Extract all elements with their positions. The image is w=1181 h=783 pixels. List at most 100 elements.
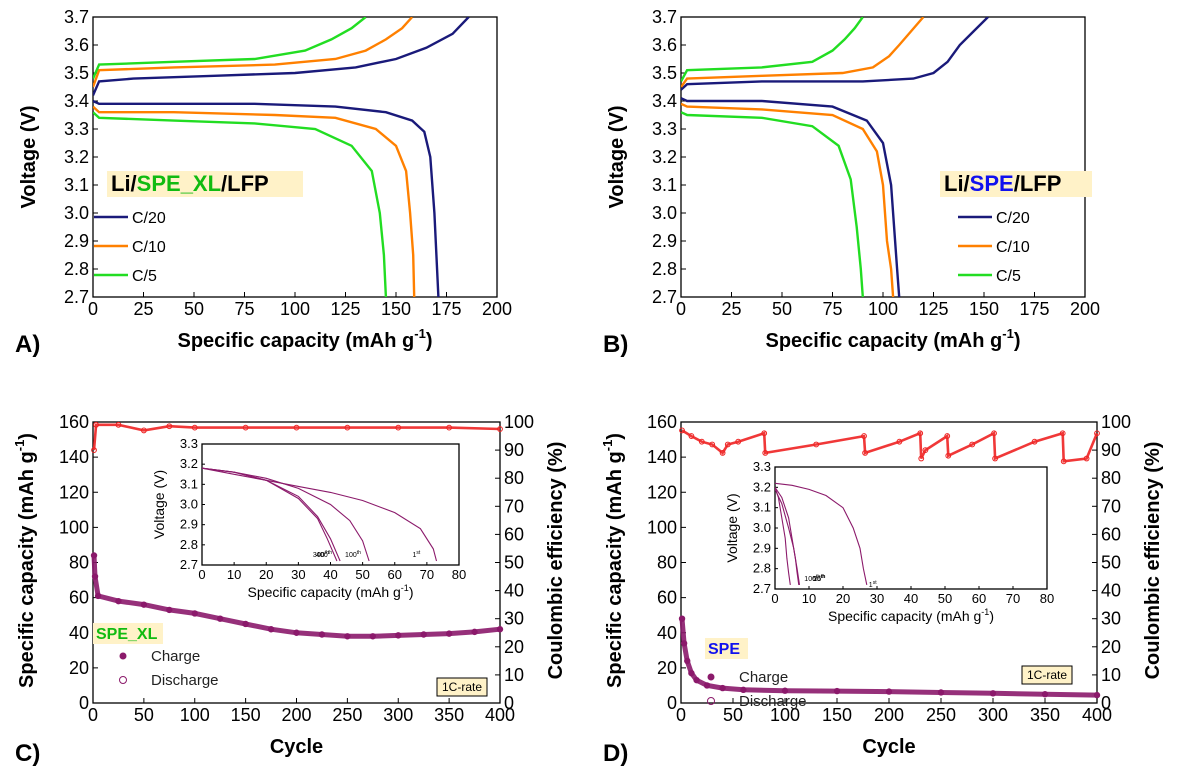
efficiency-trace xyxy=(681,429,1099,463)
x-tick-label: 75 xyxy=(822,299,842,319)
x-tick-label: 40 xyxy=(323,567,337,582)
inset-curve-25th xyxy=(775,489,801,585)
inset-cycle-number: 25 xyxy=(813,576,821,583)
x-tick-label: 0 xyxy=(88,299,98,319)
inset-cycle-annotation: 25th xyxy=(813,574,825,583)
inset-y-axis-label: Voltage (V) xyxy=(151,470,167,539)
x-tick-label: 70 xyxy=(420,567,434,582)
inset-cycle-annotation: 300th xyxy=(313,550,329,559)
legend-charge-marker xyxy=(707,673,715,681)
legend-discharge-label: Discharge xyxy=(739,693,807,710)
inset-cycle-number: 100 xyxy=(345,552,357,559)
x-axis-label-sup: -1 xyxy=(1002,326,1014,341)
x-tick-label: 50 xyxy=(184,299,204,319)
inset-cycle-suffix: st xyxy=(873,580,878,586)
cycling-panel-d: 0 50 100 150 200 250 300 350 4000204060801001201… xyxy=(600,412,1164,767)
right-y-axis-label: Coulombic efficiency (%) xyxy=(1142,442,1164,680)
x-tick-label: 20 xyxy=(259,567,273,582)
panel-label: A) xyxy=(15,331,40,358)
legend-label: C/20 xyxy=(132,210,166,227)
discharge-curve-C-10 xyxy=(681,102,895,297)
y-tick-label: 3.5 xyxy=(64,63,89,83)
x-tick-label: 250 xyxy=(332,705,362,725)
right-y-tick-label: 60 xyxy=(504,524,524,544)
x-tick-label: 350 xyxy=(434,705,464,725)
x-tick-label: 40 xyxy=(904,591,918,606)
x-tick-label: 80 xyxy=(452,567,466,582)
left-y-axis-label: Specific capacity (mAh g-1) xyxy=(12,433,38,688)
y-tick-label: 3.1 xyxy=(753,500,771,515)
charge-curve-C-10 xyxy=(93,17,414,88)
inset-cycle-annotation: 100th xyxy=(804,574,820,583)
y-tick-label: 2.7 xyxy=(64,287,89,307)
right-y-tick-label: 50 xyxy=(504,553,524,573)
x-axis-label-sup: -1 xyxy=(414,326,426,341)
y-tick-label: 3.4 xyxy=(652,91,677,111)
y-tick-label: 2.9 xyxy=(652,231,677,251)
right-y-tick-label: 40 xyxy=(1101,581,1121,601)
cell-label: Li/SPE/LFP xyxy=(944,171,1061,196)
y-tick-label: 80 xyxy=(657,553,677,573)
left-y-axis-label-close: ) xyxy=(604,433,626,440)
y-tick-label: 60 xyxy=(657,588,677,608)
y-tick-label: 3.2 xyxy=(753,479,771,494)
curves xyxy=(681,17,989,297)
inset-cycle-number: 1 xyxy=(869,582,873,589)
y-tick-label: 2.8 xyxy=(652,259,677,279)
y-tick-label: 20 xyxy=(657,658,677,678)
inset-x-axis-label-sup: -1 xyxy=(981,607,989,617)
rate-box xyxy=(1021,665,1073,685)
cell-label: Li/SPE_XL/LFP xyxy=(111,171,269,196)
y-tick-label: 2.9 xyxy=(64,231,89,251)
inset-cycle-suffix: th xyxy=(328,550,332,556)
charge-curve-C-5 xyxy=(93,17,367,80)
left-y-axis-label-sup: -1 xyxy=(600,440,615,452)
legend-discharge-marker xyxy=(707,697,715,705)
x-tick-label: 175 xyxy=(431,299,461,319)
y-tick-label: 2.8 xyxy=(180,537,198,552)
x-tick-label: 200 xyxy=(874,705,904,725)
inset-curve-300th xyxy=(202,467,338,562)
x-axis-label-close: ) xyxy=(426,330,433,352)
cell-label-highlight: SPE_XL xyxy=(137,171,221,196)
x-axis-label: Specific capacity (mAh g-1) xyxy=(766,326,1021,352)
x-tick-label: 0 xyxy=(198,567,205,582)
y-tick-label: 3.2 xyxy=(64,147,89,167)
x-tick-label: 80 xyxy=(1040,591,1054,606)
x-axis-label: Specific capacity (mAh g-1) xyxy=(178,326,433,352)
y-tick-label: 3.6 xyxy=(64,35,89,55)
y-tick-label: 120 xyxy=(59,482,89,502)
right-y-tick-label: 80 xyxy=(504,468,524,488)
inset-curves xyxy=(202,467,438,562)
y-tick-label: 2.7 xyxy=(652,287,677,307)
x-tick-label: 50 xyxy=(134,705,154,725)
inset-x-axis-label-main: Specific capacity (mAh g xyxy=(828,608,981,624)
y-tick-label: 3.3 xyxy=(753,459,771,474)
inset-background xyxy=(775,467,1047,589)
curves xyxy=(93,17,470,297)
inset-cycle-number: 300 xyxy=(313,552,325,559)
y-tick-label: 80 xyxy=(69,553,89,573)
rate-label: 1C-rate xyxy=(1027,668,1067,682)
inset-cycle-annotation: 1st xyxy=(413,550,421,559)
cell-label-background xyxy=(940,171,1092,197)
inset-cycle-annotation: 50th xyxy=(813,574,825,583)
y-axis-label: Voltage (V) xyxy=(606,106,628,209)
inset-cycle-annotation: 1st xyxy=(869,580,877,589)
right-y-tick-label: 40 xyxy=(504,581,524,601)
voltage-panel-a: 0 25 50 75 100 125 150 175 200 2.7 2.8 2.9 3.0 3.1 3.2… xyxy=(15,7,512,358)
x-tick-label: 100 xyxy=(770,705,800,725)
y-axis-label: Voltage (V) xyxy=(18,106,40,209)
right-y-tick-label: 0 xyxy=(504,693,514,713)
y-tick-label: 160 xyxy=(59,412,89,432)
discharge-curve-C-20 xyxy=(681,97,901,297)
y-tick-label: 2.8 xyxy=(64,259,89,279)
inset-x-axis-label: Specific capacity (mAh g-1) xyxy=(248,583,414,600)
inset-cycle-number: 50 xyxy=(813,576,821,583)
x-tick-label: 70 xyxy=(1006,591,1020,606)
inset-x-axis-label-main: Specific capacity (mAh g xyxy=(248,584,401,600)
inset-x-axis-label-close: ) xyxy=(409,584,414,600)
y-tick-label: 3.5 xyxy=(652,63,677,83)
cell-label-background xyxy=(107,171,303,197)
right-y-tick-label: 10 xyxy=(504,665,524,685)
